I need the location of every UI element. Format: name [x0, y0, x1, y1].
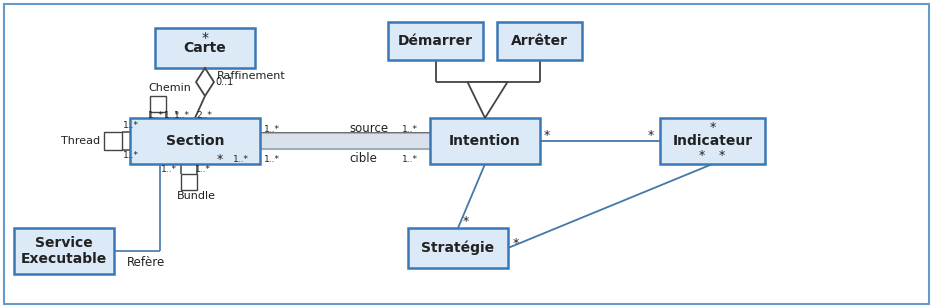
Text: *: *	[718, 149, 725, 163]
Text: *: *	[699, 149, 704, 163]
FancyBboxPatch shape	[155, 28, 255, 68]
Text: Carte: Carte	[184, 41, 227, 55]
FancyBboxPatch shape	[150, 96, 166, 112]
Text: Refère: Refère	[127, 257, 165, 270]
Text: Section: Section	[166, 134, 224, 148]
Text: *: *	[648, 129, 654, 143]
Text: 1..*: 1..*	[164, 111, 180, 120]
Text: *: *	[544, 129, 550, 143]
FancyBboxPatch shape	[104, 132, 122, 150]
Text: Arrêter: Arrêter	[511, 34, 568, 48]
Text: 1..*: 1..*	[264, 124, 280, 133]
Text: 1..*: 1..*	[264, 155, 280, 164]
Text: 0..1: 0..1	[215, 77, 233, 87]
Text: *: *	[217, 152, 223, 165]
Text: 1..*: 1..*	[233, 155, 249, 164]
FancyBboxPatch shape	[497, 22, 582, 60]
Polygon shape	[196, 68, 214, 96]
Text: cible: cible	[349, 152, 377, 164]
Text: 2..*: 2..*	[196, 111, 212, 120]
FancyBboxPatch shape	[430, 118, 540, 164]
FancyBboxPatch shape	[14, 228, 114, 274]
Text: Intention: Intention	[449, 134, 521, 148]
Text: *: *	[709, 121, 716, 135]
Text: *: *	[513, 237, 520, 249]
Text: Bundle: Bundle	[177, 191, 216, 201]
Text: 1..*: 1..*	[161, 165, 177, 175]
Text: Démarrer: Démarrer	[398, 34, 473, 48]
Text: Raffinement: Raffinement	[217, 71, 285, 81]
Text: *: *	[463, 216, 469, 229]
Text: 1..*: 1..*	[123, 121, 139, 131]
Text: *: *	[202, 31, 208, 45]
Text: Chemin: Chemin	[148, 83, 191, 93]
Text: Thread: Thread	[61, 136, 100, 146]
Text: 1..*: 1..*	[174, 111, 190, 120]
Text: 1..*: 1..*	[195, 165, 211, 175]
Polygon shape	[467, 82, 508, 118]
Text: source: source	[349, 121, 388, 135]
FancyBboxPatch shape	[130, 118, 260, 164]
FancyBboxPatch shape	[388, 22, 483, 60]
Text: Service
Executable: Service Executable	[21, 236, 107, 266]
Text: Indicateur: Indicateur	[673, 134, 753, 148]
Text: 1..*: 1..*	[402, 155, 418, 164]
Text: 1..*: 1..*	[402, 124, 418, 133]
Text: Stratégie: Stratégie	[422, 241, 494, 255]
Text: 1..*: 1..*	[148, 111, 164, 120]
FancyBboxPatch shape	[660, 118, 765, 164]
Text: 1..*: 1..*	[123, 152, 139, 160]
FancyBboxPatch shape	[181, 174, 197, 190]
FancyBboxPatch shape	[408, 228, 508, 268]
